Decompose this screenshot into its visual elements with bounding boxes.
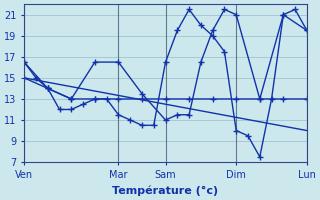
X-axis label: Température (°c): Température (°c) xyxy=(112,185,219,196)
